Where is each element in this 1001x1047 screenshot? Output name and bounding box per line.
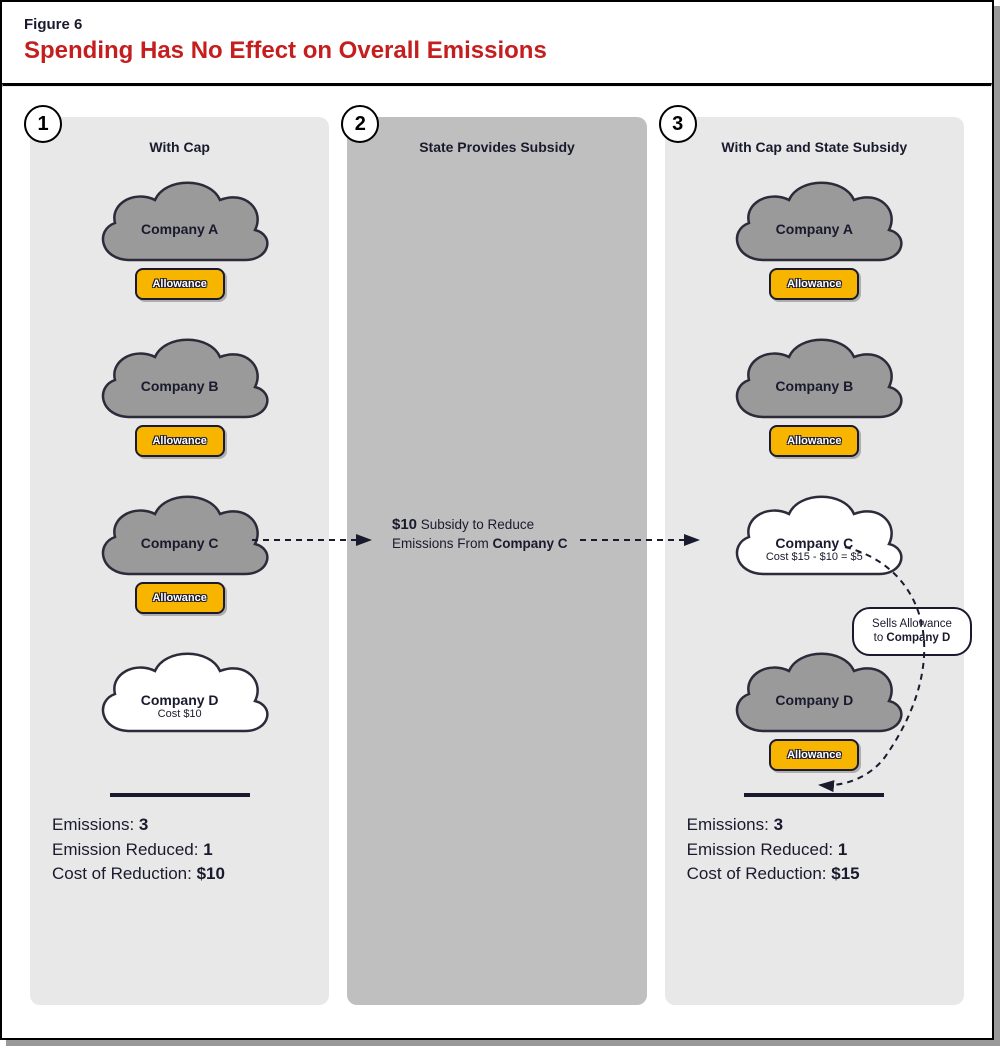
panel-stats: Emissions: 3 Emission Reduced: 1 Cost of… bbox=[677, 813, 952, 887]
step-badge: 3 bbox=[659, 105, 697, 143]
baseline-rule bbox=[744, 793, 884, 797]
step-badge: 1 bbox=[24, 105, 62, 143]
cloud-label: Company D bbox=[80, 692, 280, 708]
panel-title: State Provides Subsidy bbox=[359, 139, 634, 155]
cloud-label: Company C bbox=[714, 535, 914, 551]
cloud-company-c: Company C Cost $15 - $10 = $5 bbox=[714, 479, 914, 624]
figure-header: Figure 6 Spending Has No Effect on Overa… bbox=[2, 2, 992, 83]
panels-row: 1 With Cap Company A Allowance Company B bbox=[2, 87, 992, 1033]
step-badge: 2 bbox=[341, 105, 379, 143]
cloud-company-d: Company D Allowance bbox=[714, 636, 914, 781]
cloud-company-d: Company D Cost $10 bbox=[80, 636, 280, 781]
cloud-company-a: Company A Allowance bbox=[714, 165, 914, 310]
cloud-stack: Company A Allowance Company B Allowance bbox=[42, 165, 317, 813]
allowance-tag: Allowance bbox=[769, 739, 859, 771]
figure-label: Figure 6 bbox=[24, 16, 970, 33]
cloud-company-b: Company B Allowance bbox=[80, 322, 280, 467]
panel-2: 2 State Provides Subsidy $10 Subsidy to … bbox=[347, 117, 646, 1005]
panel-stats: Emissions: 3 Emission Reduced: 1 Cost of… bbox=[42, 813, 317, 887]
cloud-company-a: Company A Allowance bbox=[80, 165, 280, 310]
cloud-stack: Company A Allowance Company B Allowance bbox=[677, 165, 952, 813]
allowance-tag: Allowance bbox=[135, 268, 225, 300]
subsidy-text: $10 Subsidy to Reduce Emissions From Com… bbox=[392, 515, 602, 553]
cloud-label: Company D bbox=[714, 692, 914, 708]
panel-title: With Cap and State Subsidy bbox=[677, 139, 952, 155]
panel-1: 1 With Cap Company A Allowance Company B bbox=[30, 117, 329, 1005]
cloud-company-b: Company B Allowance bbox=[714, 322, 914, 467]
allowance-tag: Allowance bbox=[769, 268, 859, 300]
cloud-label: Company B bbox=[80, 378, 280, 394]
cloud-label: Company B bbox=[714, 378, 914, 394]
cloud-label: Company C bbox=[80, 535, 280, 551]
allowance-tag: Allowance bbox=[135, 425, 225, 457]
panel-3: 3 With Cap and State Subsidy Company A A… bbox=[665, 117, 964, 1005]
cloud-sublabel: Cost $10 bbox=[80, 708, 280, 720]
baseline-rule bbox=[110, 793, 250, 797]
figure-container: Figure 6 Spending Has No Effect on Overa… bbox=[0, 0, 994, 1040]
panel-title: With Cap bbox=[42, 139, 317, 155]
figure-title: Spending Has No Effect on Overall Emissi… bbox=[24, 37, 970, 65]
allowance-tag: Allowance bbox=[135, 582, 225, 614]
cloud-label: Company A bbox=[714, 221, 914, 237]
cloud-label: Company A bbox=[80, 221, 280, 237]
allowance-tag: Allowance bbox=[769, 425, 859, 457]
cloud-sublabel: Cost $15 - $10 = $5 bbox=[714, 551, 914, 563]
sells-allowance-bubble: Sells Allowance to Company D bbox=[852, 607, 972, 656]
cloud-company-c: Company C Allowance bbox=[80, 479, 280, 624]
